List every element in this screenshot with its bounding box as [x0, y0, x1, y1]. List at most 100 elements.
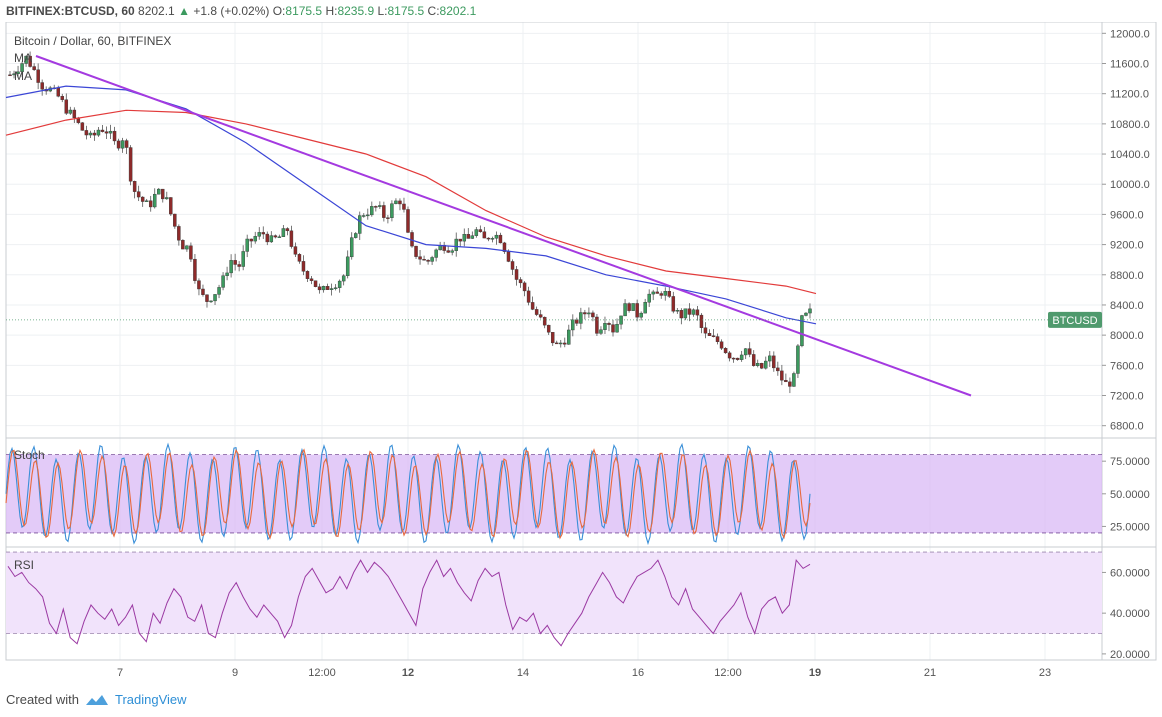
rsi-title: RSI: [14, 558, 34, 572]
y-tick-label: 10800.0: [1110, 119, 1150, 131]
change-arrow-icon: ▲: [178, 4, 190, 18]
candle-body: [265, 233, 270, 243]
stoch-line: [5, 448, 811, 540]
y-tick-label: 7200.0: [1110, 391, 1144, 403]
ma-legend-1: MA: [14, 51, 32, 65]
candle-body: [667, 291, 672, 297]
candle-body: [60, 96, 64, 100]
candle-body: [354, 233, 358, 238]
candle-body: [414, 245, 418, 257]
candle-body: [450, 250, 454, 253]
candle-body: [567, 329, 571, 345]
y-tick-label: 10000.0: [1110, 179, 1150, 191]
candle-body: [587, 312, 591, 315]
candle-body: [739, 354, 744, 360]
candle-body: [120, 140, 125, 149]
rsi-tick-label: 40.0000: [1110, 608, 1150, 620]
candle-body: [108, 130, 113, 134]
candle-body: [514, 269, 519, 280]
candle-body: [603, 323, 607, 330]
stoch-tick-label: 50.0000: [1110, 489, 1150, 501]
x-tick-label: 12: [402, 667, 414, 679]
candle-body: [104, 131, 109, 134]
stoch-pane[interactable]: [5, 442, 1102, 546]
candle-body: [474, 229, 479, 236]
change-value: +1.8 (+0.02%): [193, 4, 270, 18]
candle-body: [24, 55, 28, 64]
candle-body: [386, 217, 390, 219]
tradingview-link[interactable]: TradingView: [114, 692, 187, 707]
candle-body: [249, 238, 253, 242]
tradingview-logo-icon[interactable]: [85, 693, 109, 707]
candle-body: [241, 251, 245, 267]
candle-body: [293, 246, 298, 255]
candle-body: [751, 354, 756, 366]
candle-body: [128, 147, 133, 182]
candle-body: [173, 213, 177, 227]
candle-body: [68, 109, 73, 114]
candle-body: [663, 291, 667, 296]
candle-body: [723, 348, 728, 354]
candle-body: [148, 200, 153, 208]
y-tick-label: 8800.0: [1110, 270, 1144, 282]
candle-body: [374, 206, 378, 208]
candle-body: [671, 296, 676, 312]
x-tick-label: 19: [809, 667, 821, 679]
candle-body: [394, 200, 398, 204]
candle-body: [370, 206, 374, 216]
candle-body: [92, 132, 97, 136]
candle-body: [205, 294, 209, 302]
candle-body: [406, 209, 410, 233]
candle-body: [32, 66, 36, 70]
high-label: H:: [325, 4, 338, 18]
price-pane[interactable]: BTCUSD: [5, 51, 1102, 397]
y-tick-label: 12000.0: [1110, 28, 1150, 40]
x-tick-label: 12:00: [308, 667, 336, 679]
created-with-label: Created with: [6, 692, 79, 707]
open-value: 8175.5: [285, 4, 323, 18]
candle-body: [132, 181, 137, 192]
candle-body: [615, 324, 619, 333]
y-tick-label: 7600.0: [1110, 360, 1144, 372]
candle-body: [764, 360, 768, 369]
y-tick-label: 11600.0: [1110, 59, 1149, 71]
candle-body: [470, 235, 475, 239]
symbol-label: BITFINEX:BTCUSD, 60: [6, 4, 135, 18]
candle-body: [337, 280, 342, 288]
candle-body: [494, 234, 499, 239]
candle-body: [124, 140, 129, 148]
candle-body: [285, 228, 290, 232]
candle-body: [522, 282, 527, 292]
candle-body: [571, 319, 575, 331]
candle-body: [639, 312, 643, 318]
candle-body: [454, 238, 458, 251]
candle-body: [691, 309, 696, 315]
candle-body: [157, 188, 161, 195]
candle-body: [715, 336, 720, 342]
candle-body: [177, 226, 181, 241]
candle-body: [555, 342, 559, 345]
y-tick-label: 6800.0: [1110, 421, 1144, 433]
open-label: O:: [272, 4, 286, 18]
candle-body: [333, 287, 338, 289]
candle-body: [418, 256, 422, 260]
candle-body: [237, 264, 241, 267]
candle-body: [8, 74, 12, 77]
candle-body: [193, 258, 197, 281]
candle-body: [434, 249, 438, 258]
candle-body: [559, 342, 563, 345]
low-label: L:: [377, 4, 388, 18]
x-tick-label: 21: [924, 667, 936, 679]
candle-body: [623, 303, 627, 317]
candle-body: [583, 312, 587, 315]
candle-body: [542, 316, 547, 326]
chart-canvas[interactable]: BTCUSD 7 9 12:00 12 14 16 12:00 19 21 23 12000.0 11…: [0, 22, 1162, 688]
rsi-pane[interactable]: [6, 551, 1102, 647]
candle-body: [321, 286, 326, 291]
candle-body: [422, 259, 426, 261]
candle-body: [273, 235, 278, 238]
candle-body: [165, 197, 169, 200]
candle-body: [144, 200, 149, 202]
candle-body: [345, 256, 350, 277]
candle-body: [16, 71, 20, 75]
